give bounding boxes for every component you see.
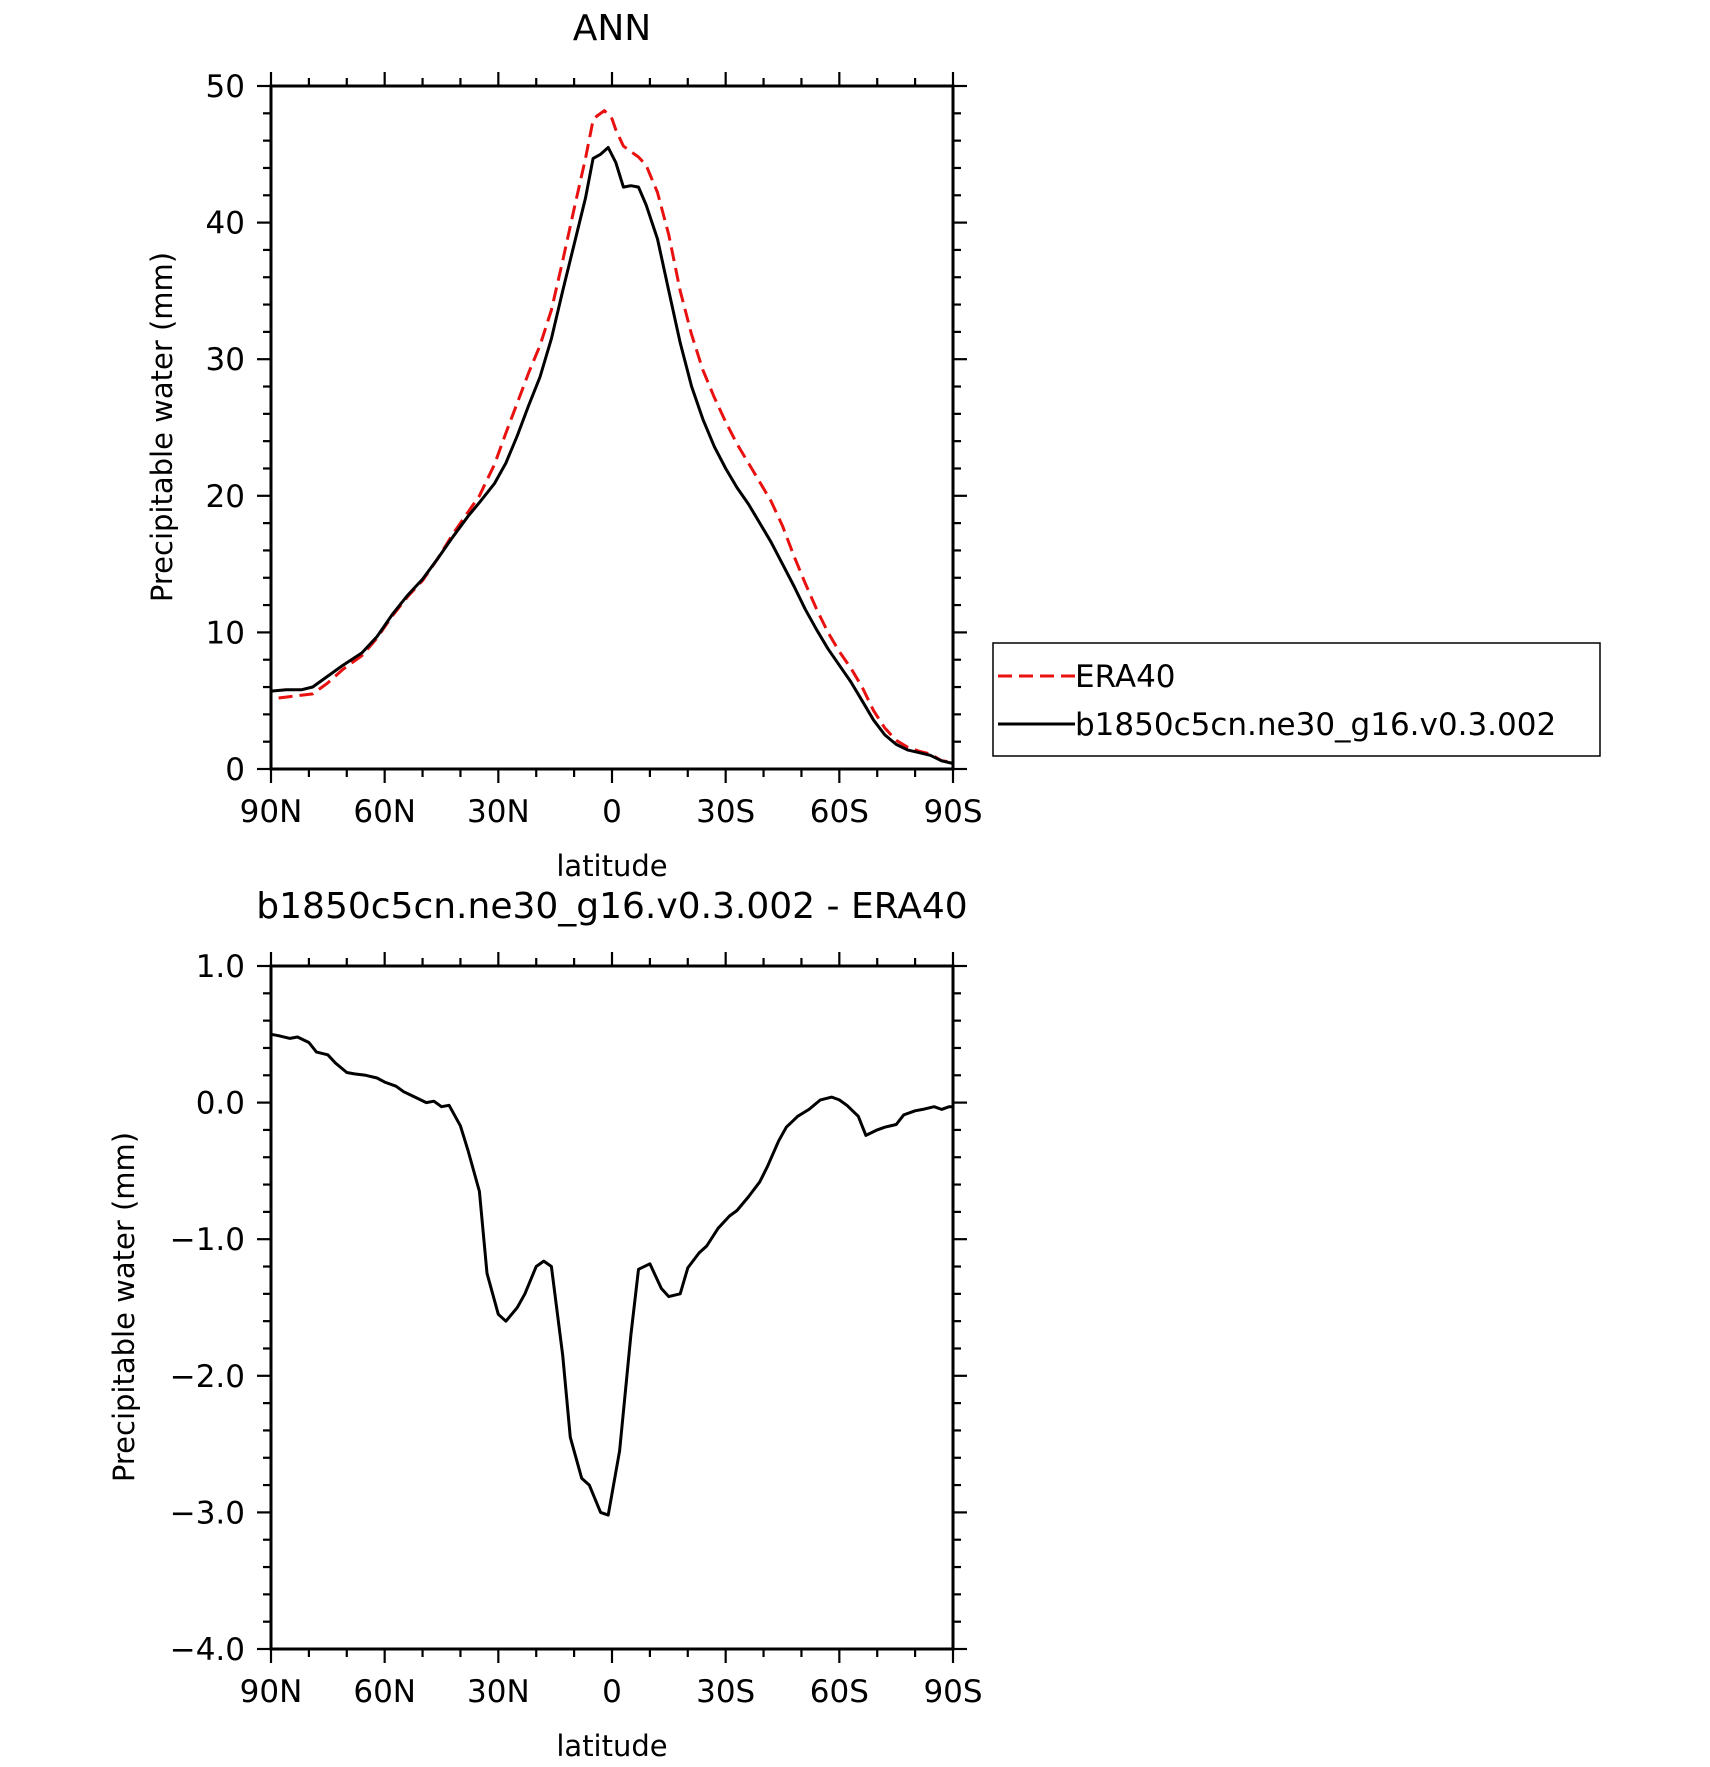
legend-box: [992, 642, 1601, 757]
x-tick-label: 90N: [240, 1674, 303, 1710]
y-tick-label: −4.0: [170, 1632, 245, 1668]
y-tick-label: 50: [206, 69, 245, 105]
x-tick-label: 30N: [467, 794, 530, 830]
y-tick-label: 10: [206, 615, 245, 651]
axis-ticks: [257, 72, 967, 783]
x-tick-label: 90S: [923, 1674, 982, 1710]
plot-title: b1850c5cn.ne30_g16.v0.3.002 - ERA40: [256, 886, 967, 927]
y-tick-label: 0: [225, 752, 245, 788]
x-tick-label: 60N: [353, 794, 416, 830]
tick-labels: 90N 60N 30N 0 30S 60S 90S 1.0 0.0 −1.0 −2.0 −3.0 −4.…: [170, 949, 983, 1710]
y-tick-label: 1.0: [196, 949, 245, 985]
y-tick-label: −3.0: [170, 1495, 245, 1531]
plot-frame: [269, 964, 955, 1651]
y-tick-label: 0.0: [196, 1086, 245, 1122]
x-axis-title: latitude: [556, 849, 667, 883]
legend-label-model: b1850c5cn.ne30_g16.v0.3.002: [1075, 707, 1556, 743]
series-line-solid: [270, 1032, 953, 1517]
legend: ERA40 b1850c5cn.ne30_g16.v0.3.002: [992, 642, 1601, 757]
y-tick-label: −2.0: [170, 1359, 245, 1395]
x-tick-label: 60S: [810, 1674, 869, 1710]
y-tick-label: 40: [206, 206, 245, 242]
plot-title: ANN: [573, 8, 652, 49]
x-tick-label: 0: [602, 1674, 622, 1710]
x-tick-label: 60N: [353, 1674, 416, 1710]
x-tick-label: 30N: [467, 1674, 530, 1710]
series-line-solid: [270, 146, 954, 765]
tick-labels: 90N 60N 30N 0 30S 60S 90S 0 10 20 30 40 50: [206, 69, 983, 830]
x-tick-label: 90S: [923, 794, 982, 830]
x-tick-label: 30S: [696, 1674, 755, 1710]
plot-frame: [269, 84, 955, 771]
x-tick-label: 0: [602, 794, 622, 830]
axis-ticks: [257, 952, 967, 1663]
x-tick-label: 30S: [696, 794, 755, 830]
y-tick-label: 20: [206, 479, 245, 515]
legend-label-era40: ERA40: [1075, 659, 1176, 695]
plot-annual-mean: ANN 90N 60N 30N 0 30S 60S 90S 0 10 20 30 40 50 latit…: [145, 8, 1601, 883]
plot-difference: b1850c5cn.ne30_g16.v0.3.002 - ERA40 90N 6…: [107, 886, 983, 1763]
x-axis-title: latitude: [556, 1729, 667, 1763]
y-tick-label: −1.0: [170, 1222, 245, 1258]
x-tick-label: 90N: [240, 794, 303, 830]
y-axis-title: Precipitable water (mm): [145, 252, 179, 602]
series-layer: [270, 1032, 953, 1517]
series-line-dashed: [278, 109, 954, 764]
y-tick-label: 30: [206, 342, 245, 378]
y-axis-title: Precipitable water (mm): [107, 1132, 141, 1482]
series-layer: [270, 109, 954, 765]
x-tick-label: 60S: [810, 794, 869, 830]
